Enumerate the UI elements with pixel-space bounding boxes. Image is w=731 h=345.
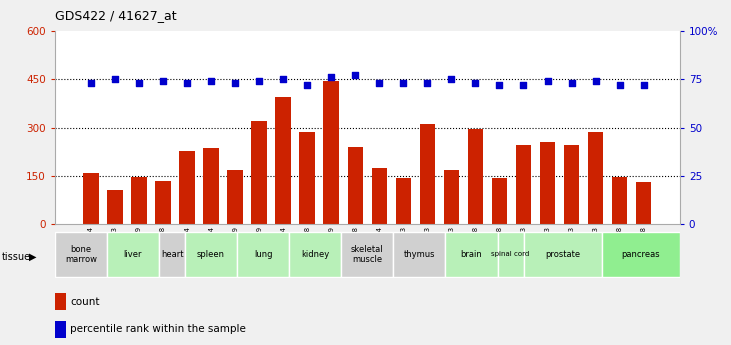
Point (325, 75, 337, 80)
Point (86, 80, 97, 86)
Point (637, 82, 649, 88)
Bar (55, 321, 66, 338)
Bar (251, 121, 267, 224)
Point (446, 77, 458, 82)
Text: pancreas: pancreas (621, 250, 660, 259)
Bar (237, 232, 289, 277)
Bar (636, 183, 651, 224)
Bar (159, 232, 185, 277)
Text: brain: brain (461, 250, 482, 259)
Point (254, 79, 265, 84)
Bar (324, 81, 339, 224)
Bar (539, 142, 556, 224)
Point (230, 80, 241, 86)
Point (493, 82, 505, 88)
Text: bone
marrow: bone marrow (65, 245, 97, 264)
Bar (515, 145, 531, 224)
Point (181, 80, 193, 86)
Text: thymus: thymus (404, 250, 435, 259)
Bar (276, 97, 291, 224)
Bar (602, 232, 680, 277)
Bar (420, 125, 435, 224)
Point (566, 80, 577, 86)
Bar (395, 178, 411, 224)
Bar (341, 232, 393, 277)
Bar (185, 232, 237, 277)
Text: spinal cord: spinal cord (491, 252, 530, 257)
Bar (55, 293, 66, 310)
Bar (588, 132, 603, 224)
Bar (132, 177, 147, 224)
Point (205, 79, 217, 84)
Text: count: count (70, 297, 100, 306)
Bar (523, 232, 602, 277)
Bar (107, 190, 123, 224)
Bar (445, 232, 498, 277)
Bar (347, 147, 363, 224)
Point (398, 80, 409, 86)
Point (301, 82, 313, 88)
Text: tissue: tissue (2, 252, 31, 262)
Bar (55, 232, 107, 277)
Point (542, 79, 553, 84)
Bar (300, 132, 315, 224)
Point (133, 80, 145, 86)
Text: liver: liver (124, 250, 143, 259)
Bar (289, 232, 341, 277)
Text: lung: lung (254, 250, 273, 259)
Point (614, 82, 626, 88)
Bar (371, 168, 387, 224)
Text: percentile rank within the sample: percentile rank within the sample (70, 324, 246, 334)
Text: skeletal
muscle: skeletal muscle (351, 245, 384, 264)
Bar (444, 170, 459, 224)
Bar (564, 145, 580, 224)
Text: prostate: prostate (545, 250, 580, 259)
Bar (83, 173, 99, 224)
Text: kidney: kidney (301, 250, 330, 259)
Bar (498, 232, 523, 277)
Bar (492, 178, 507, 224)
Text: GDS422 / 41627_at: GDS422 / 41627_at (55, 9, 176, 22)
Bar (155, 181, 171, 224)
Bar (468, 129, 483, 224)
Point (349, 73, 361, 78)
Bar (227, 169, 243, 224)
Bar (107, 232, 159, 277)
Bar (393, 232, 445, 277)
Point (469, 80, 481, 86)
Bar (179, 151, 195, 224)
Point (157, 79, 169, 84)
Point (518, 82, 529, 88)
Point (277, 77, 289, 82)
Bar (203, 148, 219, 224)
Point (590, 79, 602, 84)
Point (109, 77, 121, 82)
Point (374, 80, 385, 86)
Point (422, 80, 433, 86)
Text: heart: heart (161, 250, 183, 259)
Text: ▶: ▶ (29, 252, 37, 262)
Bar (612, 177, 627, 224)
Text: spleen: spleen (197, 250, 225, 259)
